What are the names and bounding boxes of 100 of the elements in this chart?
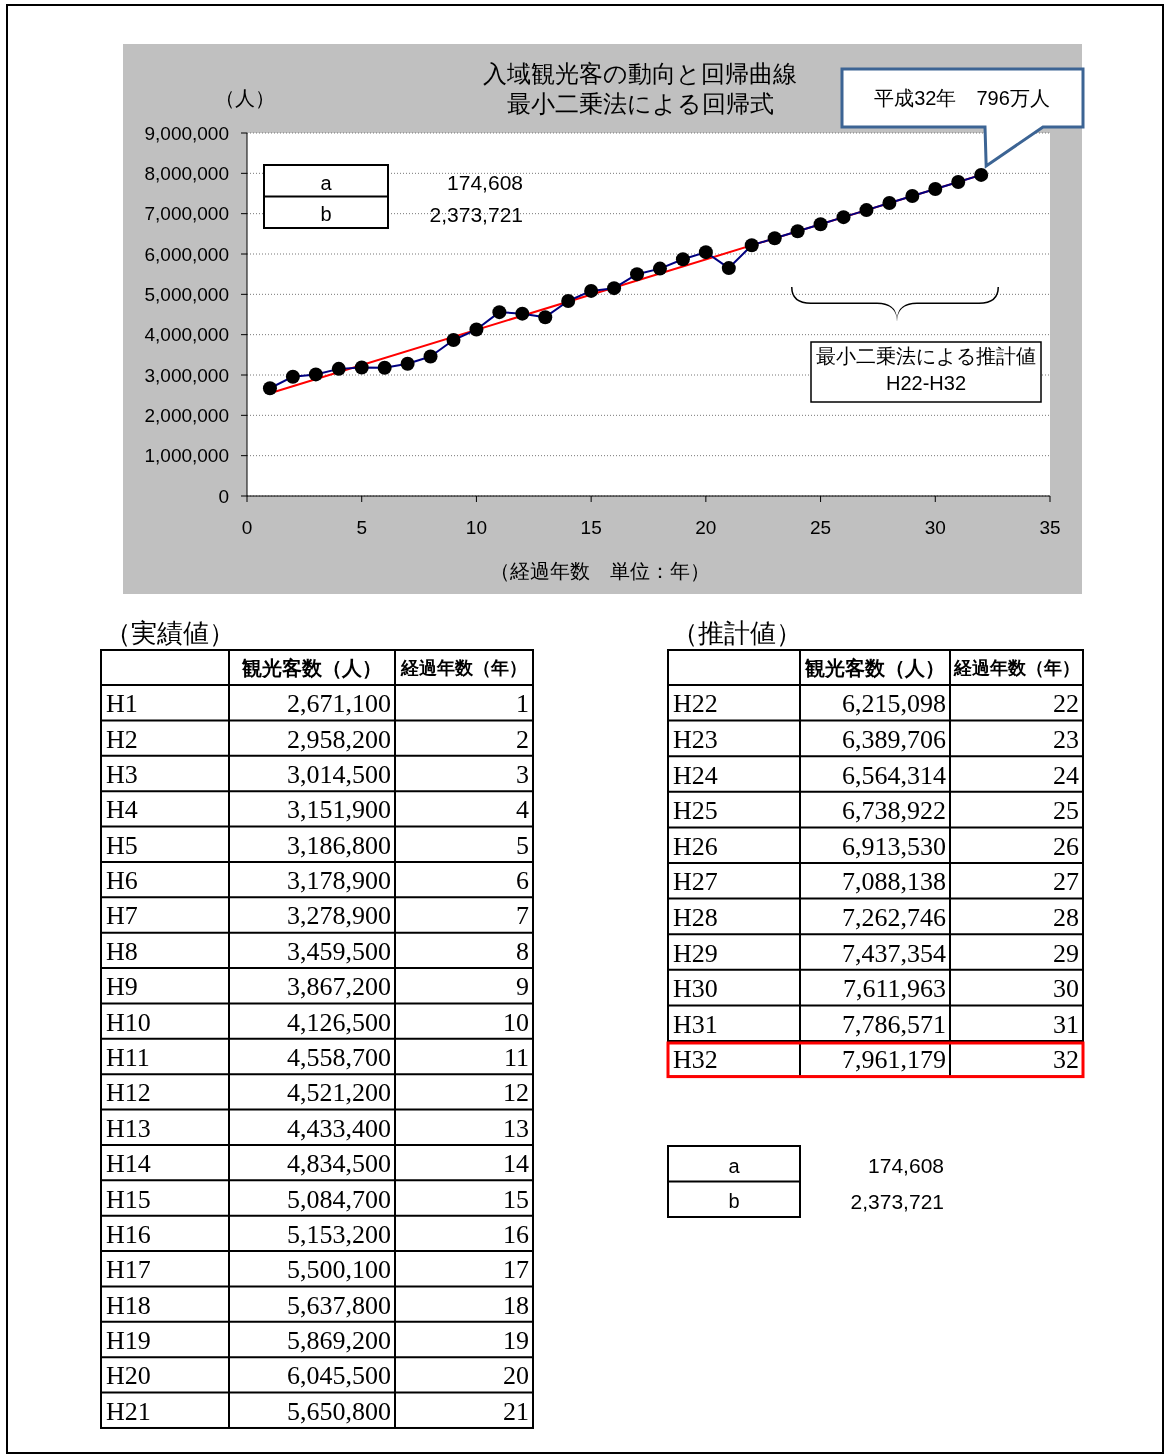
text: 3,867,200 xyxy=(287,972,391,1002)
text: 28 xyxy=(1053,902,1079,932)
text: （推計値） xyxy=(672,618,802,648)
text: 6,564,314 xyxy=(842,760,946,790)
y-tick-label: 9,000,000 xyxy=(144,122,229,144)
text: b xyxy=(728,1190,740,1213)
text: 12 xyxy=(503,1078,529,1108)
text: 6,389,706 xyxy=(842,724,946,754)
text: 5,869,200 xyxy=(287,1326,391,1356)
text: H11 xyxy=(106,1042,150,1072)
text: 29 xyxy=(1053,938,1079,968)
text: H16 xyxy=(106,1219,151,1249)
y-tick-label: 8,000,000 xyxy=(144,162,229,184)
text: H14 xyxy=(106,1149,151,1179)
text: 3,151,900 xyxy=(287,795,391,825)
text: 1 xyxy=(516,689,529,719)
y-tick-label: 4,000,000 xyxy=(144,324,229,346)
text: 3 xyxy=(516,759,529,789)
text: 30 xyxy=(1053,974,1079,1004)
text: 平成32年 796万人 xyxy=(874,87,1050,109)
text: H1 xyxy=(106,689,138,719)
text: H18 xyxy=(106,1290,151,1320)
text: 4,433,400 xyxy=(287,1113,391,1143)
text: 2 xyxy=(516,724,529,754)
x-tick-label: 35 xyxy=(1039,516,1061,538)
x-tick-label: 15 xyxy=(580,516,602,538)
x-tick-label: 5 xyxy=(356,516,367,538)
text: 7,786,571 xyxy=(842,1009,946,1039)
text: H12 xyxy=(106,1078,151,1108)
text: 25 xyxy=(1053,796,1079,826)
text: 4,834,500 xyxy=(287,1149,391,1179)
y-axis-title: （人） xyxy=(215,87,275,109)
text: H3 xyxy=(106,759,138,789)
text: 10 xyxy=(503,1007,529,1037)
text: H32 xyxy=(673,1045,718,1075)
text: 20 xyxy=(503,1361,529,1391)
annotation: 2,373,721 xyxy=(429,202,523,226)
annotation: 174,608 xyxy=(447,171,523,195)
text: H17 xyxy=(106,1255,151,1285)
text: 174,608 xyxy=(868,1154,944,1178)
text: 7 xyxy=(516,901,529,931)
y-tick-label: 5,000,000 xyxy=(144,283,229,305)
text: H9 xyxy=(106,972,138,1002)
text: 5,637,800 xyxy=(287,1290,391,1320)
text: 9 xyxy=(516,972,529,1002)
y-tick-label: 1,000,000 xyxy=(144,445,229,467)
text: H27 xyxy=(673,867,718,897)
text: 31 xyxy=(1053,1009,1079,1039)
text: 経過年数（年） xyxy=(953,658,1080,678)
text: 14 xyxy=(503,1149,529,1179)
text: 3,186,800 xyxy=(287,830,391,860)
y-tick-label: 7,000,000 xyxy=(144,203,229,225)
text: H6 xyxy=(106,866,138,896)
text: H29 xyxy=(673,938,718,968)
text: H28 xyxy=(673,902,718,932)
text: 24 xyxy=(1053,760,1079,790)
text: 27 xyxy=(1053,867,1079,897)
text: 3,459,500 xyxy=(287,936,391,966)
text: 6,738,922 xyxy=(842,796,946,826)
text: H10 xyxy=(106,1007,151,1037)
annotation: b xyxy=(320,203,332,226)
text: 4,126,500 xyxy=(287,1007,391,1037)
text: H13 xyxy=(106,1113,151,1143)
y-tick-label: 6,000,000 xyxy=(144,243,229,265)
x-tick-label: 0 xyxy=(241,516,253,538)
text: H19 xyxy=(106,1326,151,1356)
y-tick-label: 3,000,000 xyxy=(144,364,229,386)
text: a xyxy=(728,1154,741,1177)
text: 6,215,098 xyxy=(842,689,946,719)
text: 3,014,500 xyxy=(287,759,391,789)
text: 4,558,700 xyxy=(287,1042,391,1072)
text: H25 xyxy=(673,796,718,826)
text: 観光客数（人） xyxy=(805,657,945,679)
text: H23 xyxy=(673,724,718,754)
text: 3,278,900 xyxy=(287,901,391,931)
text: H26 xyxy=(673,831,718,861)
text: 22 xyxy=(1053,689,1079,719)
text: H8 xyxy=(106,936,138,966)
text: 経過年数（年） xyxy=(400,658,527,678)
text: 13 xyxy=(503,1113,529,1143)
text: 6,913,530 xyxy=(842,831,946,861)
text: 19 xyxy=(503,1326,529,1356)
text: 32 xyxy=(1053,1045,1079,1075)
text: 4,521,200 xyxy=(287,1078,391,1108)
text: 11 xyxy=(503,1042,529,1072)
text: （実績値） xyxy=(105,618,235,648)
text: 6 xyxy=(516,866,529,896)
x-tick-label: 25 xyxy=(810,516,832,538)
text: 7,611,963 xyxy=(842,974,946,1004)
text: 観光客数（人） xyxy=(241,657,382,679)
text: 2,958,200 xyxy=(287,724,391,754)
text: 7,262,746 xyxy=(842,902,946,932)
text: 26 xyxy=(1053,831,1079,861)
text: H2 xyxy=(106,724,138,754)
text: 7,961,179 xyxy=(842,1045,946,1075)
text: 4 xyxy=(516,795,529,825)
text: H21 xyxy=(106,1396,151,1426)
y-tick-label: 2,000,000 xyxy=(144,404,229,426)
text: 7,088,138 xyxy=(842,867,946,897)
text: 6,045,500 xyxy=(287,1361,391,1391)
